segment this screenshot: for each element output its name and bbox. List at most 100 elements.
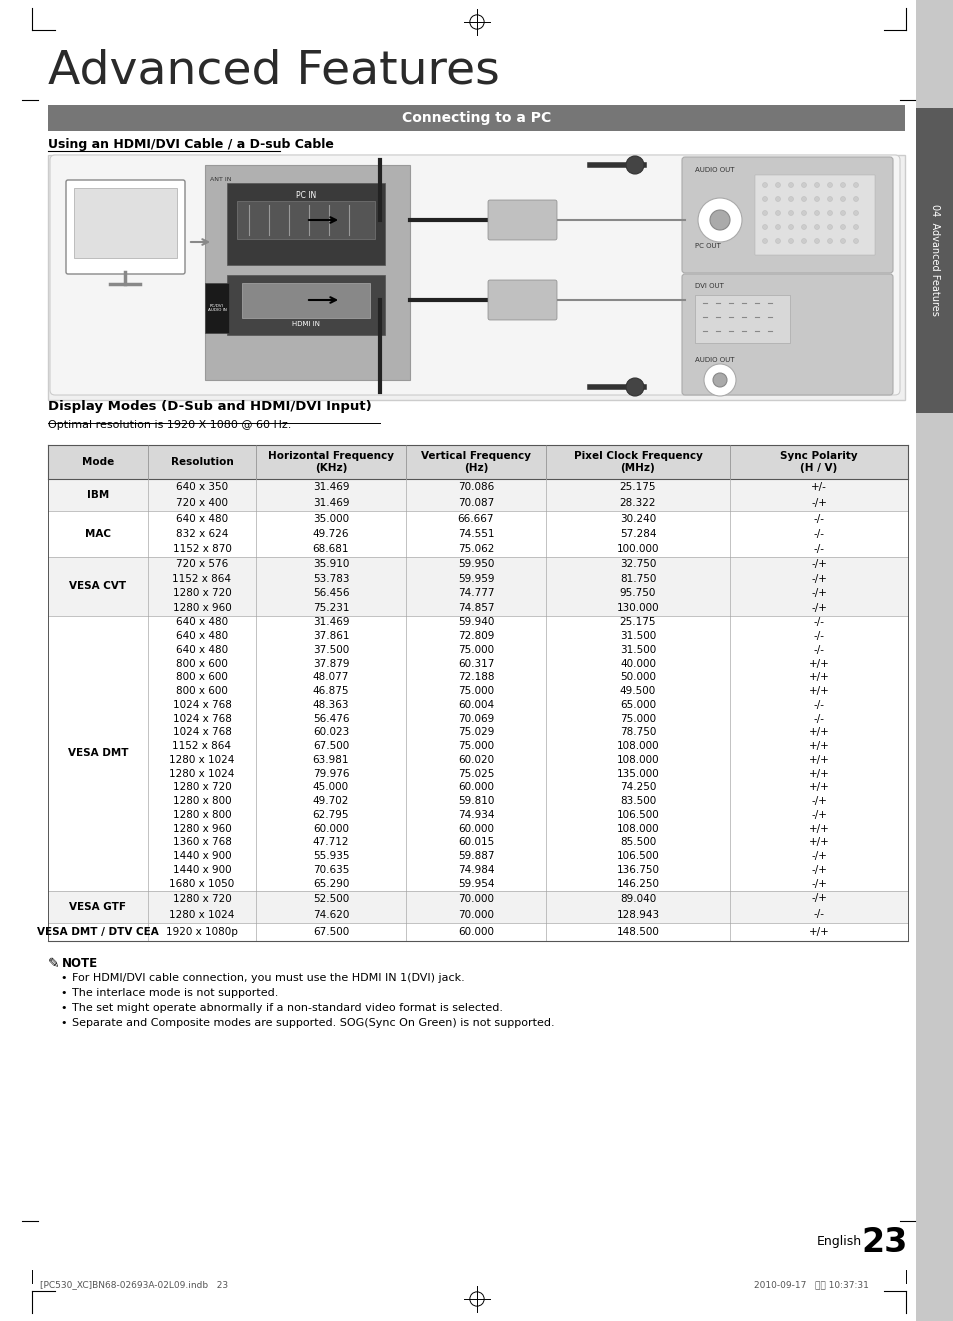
Text: -/+: -/+ [810, 604, 826, 613]
Text: 48.077: 48.077 [313, 672, 349, 683]
Text: 1152 x 870: 1152 x 870 [172, 544, 232, 553]
Text: 1440 x 900: 1440 x 900 [172, 851, 231, 861]
Text: 49.726: 49.726 [313, 528, 349, 539]
Bar [242, 283, 370, 318]
Bar [48, 155, 904, 400]
Circle shape [853, 197, 858, 202]
Bar [48, 890, 907, 922]
Text: English: English [816, 1235, 862, 1248]
Circle shape [840, 182, 844, 188]
Circle shape [712, 373, 726, 387]
Circle shape [698, 198, 741, 242]
Text: 60.020: 60.020 [457, 754, 494, 765]
Circle shape [853, 225, 858, 230]
Text: Horizontal Frequency
(KHz): Horizontal Frequency (KHz) [268, 452, 394, 473]
Text: -/+: -/+ [810, 893, 826, 904]
Text: 57.284: 57.284 [619, 528, 656, 539]
Text: 56.476: 56.476 [313, 713, 349, 724]
Text: -/-: -/- [813, 909, 823, 919]
Text: 1280 x 800: 1280 x 800 [172, 810, 231, 820]
Text: 640 x 480: 640 x 480 [175, 645, 228, 655]
Text: -/-: -/- [813, 544, 823, 553]
Text: +/+: +/+ [808, 728, 828, 737]
Text: 66.667: 66.667 [457, 514, 494, 523]
Text: 100.000: 100.000 [616, 544, 659, 553]
Text: 47.712: 47.712 [313, 838, 349, 847]
Bar [48, 922, 907, 941]
Bar [48, 511, 907, 556]
Bar [915, 0, 953, 1321]
FancyBboxPatch shape [66, 180, 185, 273]
Text: 128.943: 128.943 [616, 909, 659, 919]
Text: MAC: MAC [85, 528, 111, 539]
Text: 74.551: 74.551 [457, 528, 494, 539]
FancyBboxPatch shape [681, 157, 892, 273]
Circle shape [775, 197, 780, 202]
Text: -/+: -/+ [810, 865, 826, 875]
Text: 1280 x 1024: 1280 x 1024 [169, 754, 234, 765]
Text: 78.750: 78.750 [619, 728, 656, 737]
Circle shape [761, 210, 767, 215]
Text: •: • [60, 988, 67, 997]
Text: HDMI IN: HDMI IN [292, 321, 319, 328]
Text: -/-: -/- [813, 514, 823, 523]
Text: 135.000: 135.000 [616, 769, 659, 778]
Circle shape [761, 182, 767, 188]
Text: 60.000: 60.000 [313, 823, 349, 834]
Text: 640 x 350: 640 x 350 [175, 482, 228, 491]
Text: 65.000: 65.000 [619, 700, 656, 709]
Bar [48, 480, 907, 511]
Text: 800 x 600: 800 x 600 [176, 672, 228, 683]
Text: 72.188: 72.188 [457, 672, 494, 683]
Text: 31.469: 31.469 [313, 498, 349, 509]
Text: 60.000: 60.000 [457, 823, 494, 834]
Circle shape [814, 182, 819, 188]
Text: 81.750: 81.750 [619, 573, 656, 584]
Text: 1024 x 768: 1024 x 768 [172, 700, 232, 709]
Text: +/+: +/+ [808, 659, 828, 668]
Text: 25.175: 25.175 [619, 617, 656, 627]
Circle shape [625, 378, 643, 396]
Text: 74.250: 74.250 [619, 782, 656, 793]
Text: 85.500: 85.500 [619, 838, 656, 847]
Bar [754, 174, 874, 255]
Text: 75.231: 75.231 [313, 604, 349, 613]
Text: 800 x 600: 800 x 600 [176, 686, 228, 696]
Text: -/+: -/+ [810, 797, 826, 806]
Text: Using an HDMI/DVI Cable / a D-sub Cable: Using an HDMI/DVI Cable / a D-sub Cable [48, 137, 334, 151]
Text: 49.702: 49.702 [313, 797, 349, 806]
Text: PC IN: PC IN [295, 192, 315, 199]
Circle shape [788, 239, 793, 243]
Text: 53.783: 53.783 [313, 573, 349, 584]
Text: -/-: -/- [813, 700, 823, 709]
Text: Mode: Mode [82, 457, 114, 468]
Text: AUDIO OUT: AUDIO OUT [695, 357, 734, 363]
Circle shape [853, 182, 858, 188]
Circle shape [853, 210, 858, 215]
Text: +/+: +/+ [808, 823, 828, 834]
Circle shape [775, 225, 780, 230]
Circle shape [709, 210, 729, 230]
Text: ✎: ✎ [48, 956, 59, 971]
Circle shape [826, 239, 832, 243]
Text: 146.250: 146.250 [616, 878, 659, 889]
Text: 62.795: 62.795 [313, 810, 349, 820]
Text: 67.500: 67.500 [313, 741, 349, 752]
Text: 46.875: 46.875 [313, 686, 349, 696]
Text: 832 x 624: 832 x 624 [175, 528, 228, 539]
Circle shape [826, 182, 832, 188]
Text: Resolution: Resolution [171, 457, 233, 468]
Text: VESA DMT / DTV CEA: VESA DMT / DTV CEA [37, 927, 159, 937]
Text: 1280 x 800: 1280 x 800 [172, 797, 231, 806]
Text: 56.456: 56.456 [313, 588, 349, 598]
Bar [205, 165, 410, 380]
Text: -/+: -/+ [810, 810, 826, 820]
Bar [205, 283, 229, 333]
Text: 1024 x 768: 1024 x 768 [172, 713, 232, 724]
Text: VESA GTF: VESA GTF [70, 901, 127, 911]
Text: 72.809: 72.809 [457, 631, 494, 641]
Text: 108.000: 108.000 [616, 741, 659, 752]
Text: 89.040: 89.040 [619, 893, 656, 904]
Text: 1280 x 720: 1280 x 720 [172, 588, 232, 598]
Text: 31.469: 31.469 [313, 617, 349, 627]
